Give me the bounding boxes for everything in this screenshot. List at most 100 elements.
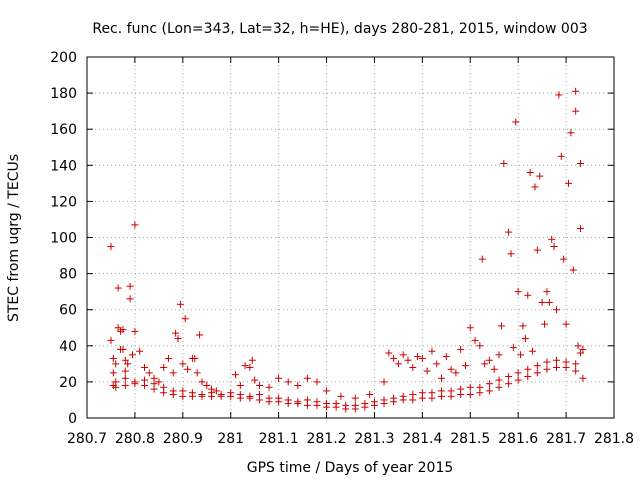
data-point — [466, 383, 474, 391]
data-point — [567, 129, 575, 137]
data-point — [564, 179, 572, 187]
data-point — [519, 322, 527, 330]
data-point — [265, 394, 273, 402]
data-point — [251, 376, 259, 384]
data-point — [428, 389, 436, 397]
x-tick-label: 281.4 — [402, 431, 442, 447]
data-point — [181, 315, 189, 323]
data-point — [543, 358, 551, 366]
data-point — [562, 320, 570, 328]
x-tick-label: 280.9 — [163, 431, 203, 447]
data-point — [572, 87, 580, 95]
data-point — [490, 365, 498, 373]
data-point — [337, 392, 345, 400]
data-point — [521, 335, 529, 343]
data-point — [236, 391, 244, 399]
data-point — [164, 354, 172, 362]
data-point — [107, 336, 115, 344]
y-axis-title: STEC from uqrg / TECUs — [6, 154, 22, 322]
data-point — [184, 365, 192, 373]
data-point — [576, 224, 584, 232]
data-point — [131, 327, 139, 335]
x-tick-label: 280.8 — [115, 431, 155, 447]
data-point — [208, 389, 216, 397]
data-point — [323, 400, 331, 408]
data-point — [409, 391, 417, 399]
data-point — [140, 363, 148, 371]
data-point — [514, 288, 522, 296]
data-point — [255, 391, 263, 399]
data-point — [246, 363, 254, 371]
data-point — [303, 374, 311, 382]
data-point — [179, 387, 187, 395]
data-point — [136, 347, 144, 355]
data-point — [313, 398, 321, 406]
data-point — [517, 351, 525, 359]
data-point — [574, 342, 582, 350]
data-point — [576, 159, 584, 167]
data-point — [576, 349, 584, 357]
data-point — [323, 387, 331, 395]
data-point — [140, 376, 148, 384]
data-point — [531, 183, 539, 191]
data-point — [509, 344, 517, 352]
data-point — [380, 396, 388, 404]
data-point — [394, 360, 402, 368]
data-point — [452, 369, 460, 377]
y-tick-label: 40 — [59, 339, 77, 355]
data-point — [150, 380, 158, 388]
data-point — [399, 351, 407, 359]
x-tick-label: 281.1 — [259, 431, 299, 447]
data-point — [533, 246, 541, 254]
data-point — [112, 378, 120, 386]
data-point — [526, 169, 534, 177]
data-point — [560, 255, 568, 263]
data-point — [313, 378, 321, 386]
data-point — [119, 345, 127, 353]
data-point — [107, 243, 115, 251]
data-point — [457, 385, 465, 393]
data-point — [553, 363, 561, 371]
data-point — [174, 335, 182, 343]
data-point — [176, 300, 184, 308]
data-point — [399, 392, 407, 400]
data-point — [579, 374, 587, 382]
data-point — [428, 347, 436, 355]
x-tick-label: 280.7 — [67, 431, 107, 447]
data-point — [232, 371, 240, 379]
data-point — [466, 391, 474, 399]
data-point — [476, 383, 484, 391]
data-point — [569, 266, 577, 274]
data-point — [351, 401, 359, 409]
data-point — [236, 382, 244, 390]
data-point — [514, 376, 522, 384]
data-point — [466, 324, 474, 332]
data-point — [478, 255, 486, 263]
data-point — [129, 351, 137, 359]
data-point — [497, 322, 505, 330]
data-point — [524, 365, 532, 373]
y-tick-label: 80 — [59, 267, 77, 283]
data-point — [351, 394, 359, 402]
data-point — [476, 342, 484, 350]
data-point — [246, 392, 254, 400]
data-point — [145, 369, 153, 377]
data-point — [275, 374, 283, 382]
data-point — [461, 362, 469, 370]
y-tick-label: 160 — [50, 122, 77, 138]
data-point — [543, 365, 551, 373]
data-point — [121, 382, 129, 390]
data-point — [572, 367, 580, 375]
data-point — [536, 172, 544, 180]
data-point — [121, 374, 129, 382]
data-point — [495, 383, 503, 391]
data-point — [562, 358, 570, 366]
data-point — [485, 356, 493, 364]
data-point — [524, 372, 532, 380]
data-point — [121, 367, 129, 375]
data-point — [447, 387, 455, 395]
data-point — [114, 284, 122, 292]
data-point — [500, 159, 508, 167]
data-point — [541, 320, 549, 328]
